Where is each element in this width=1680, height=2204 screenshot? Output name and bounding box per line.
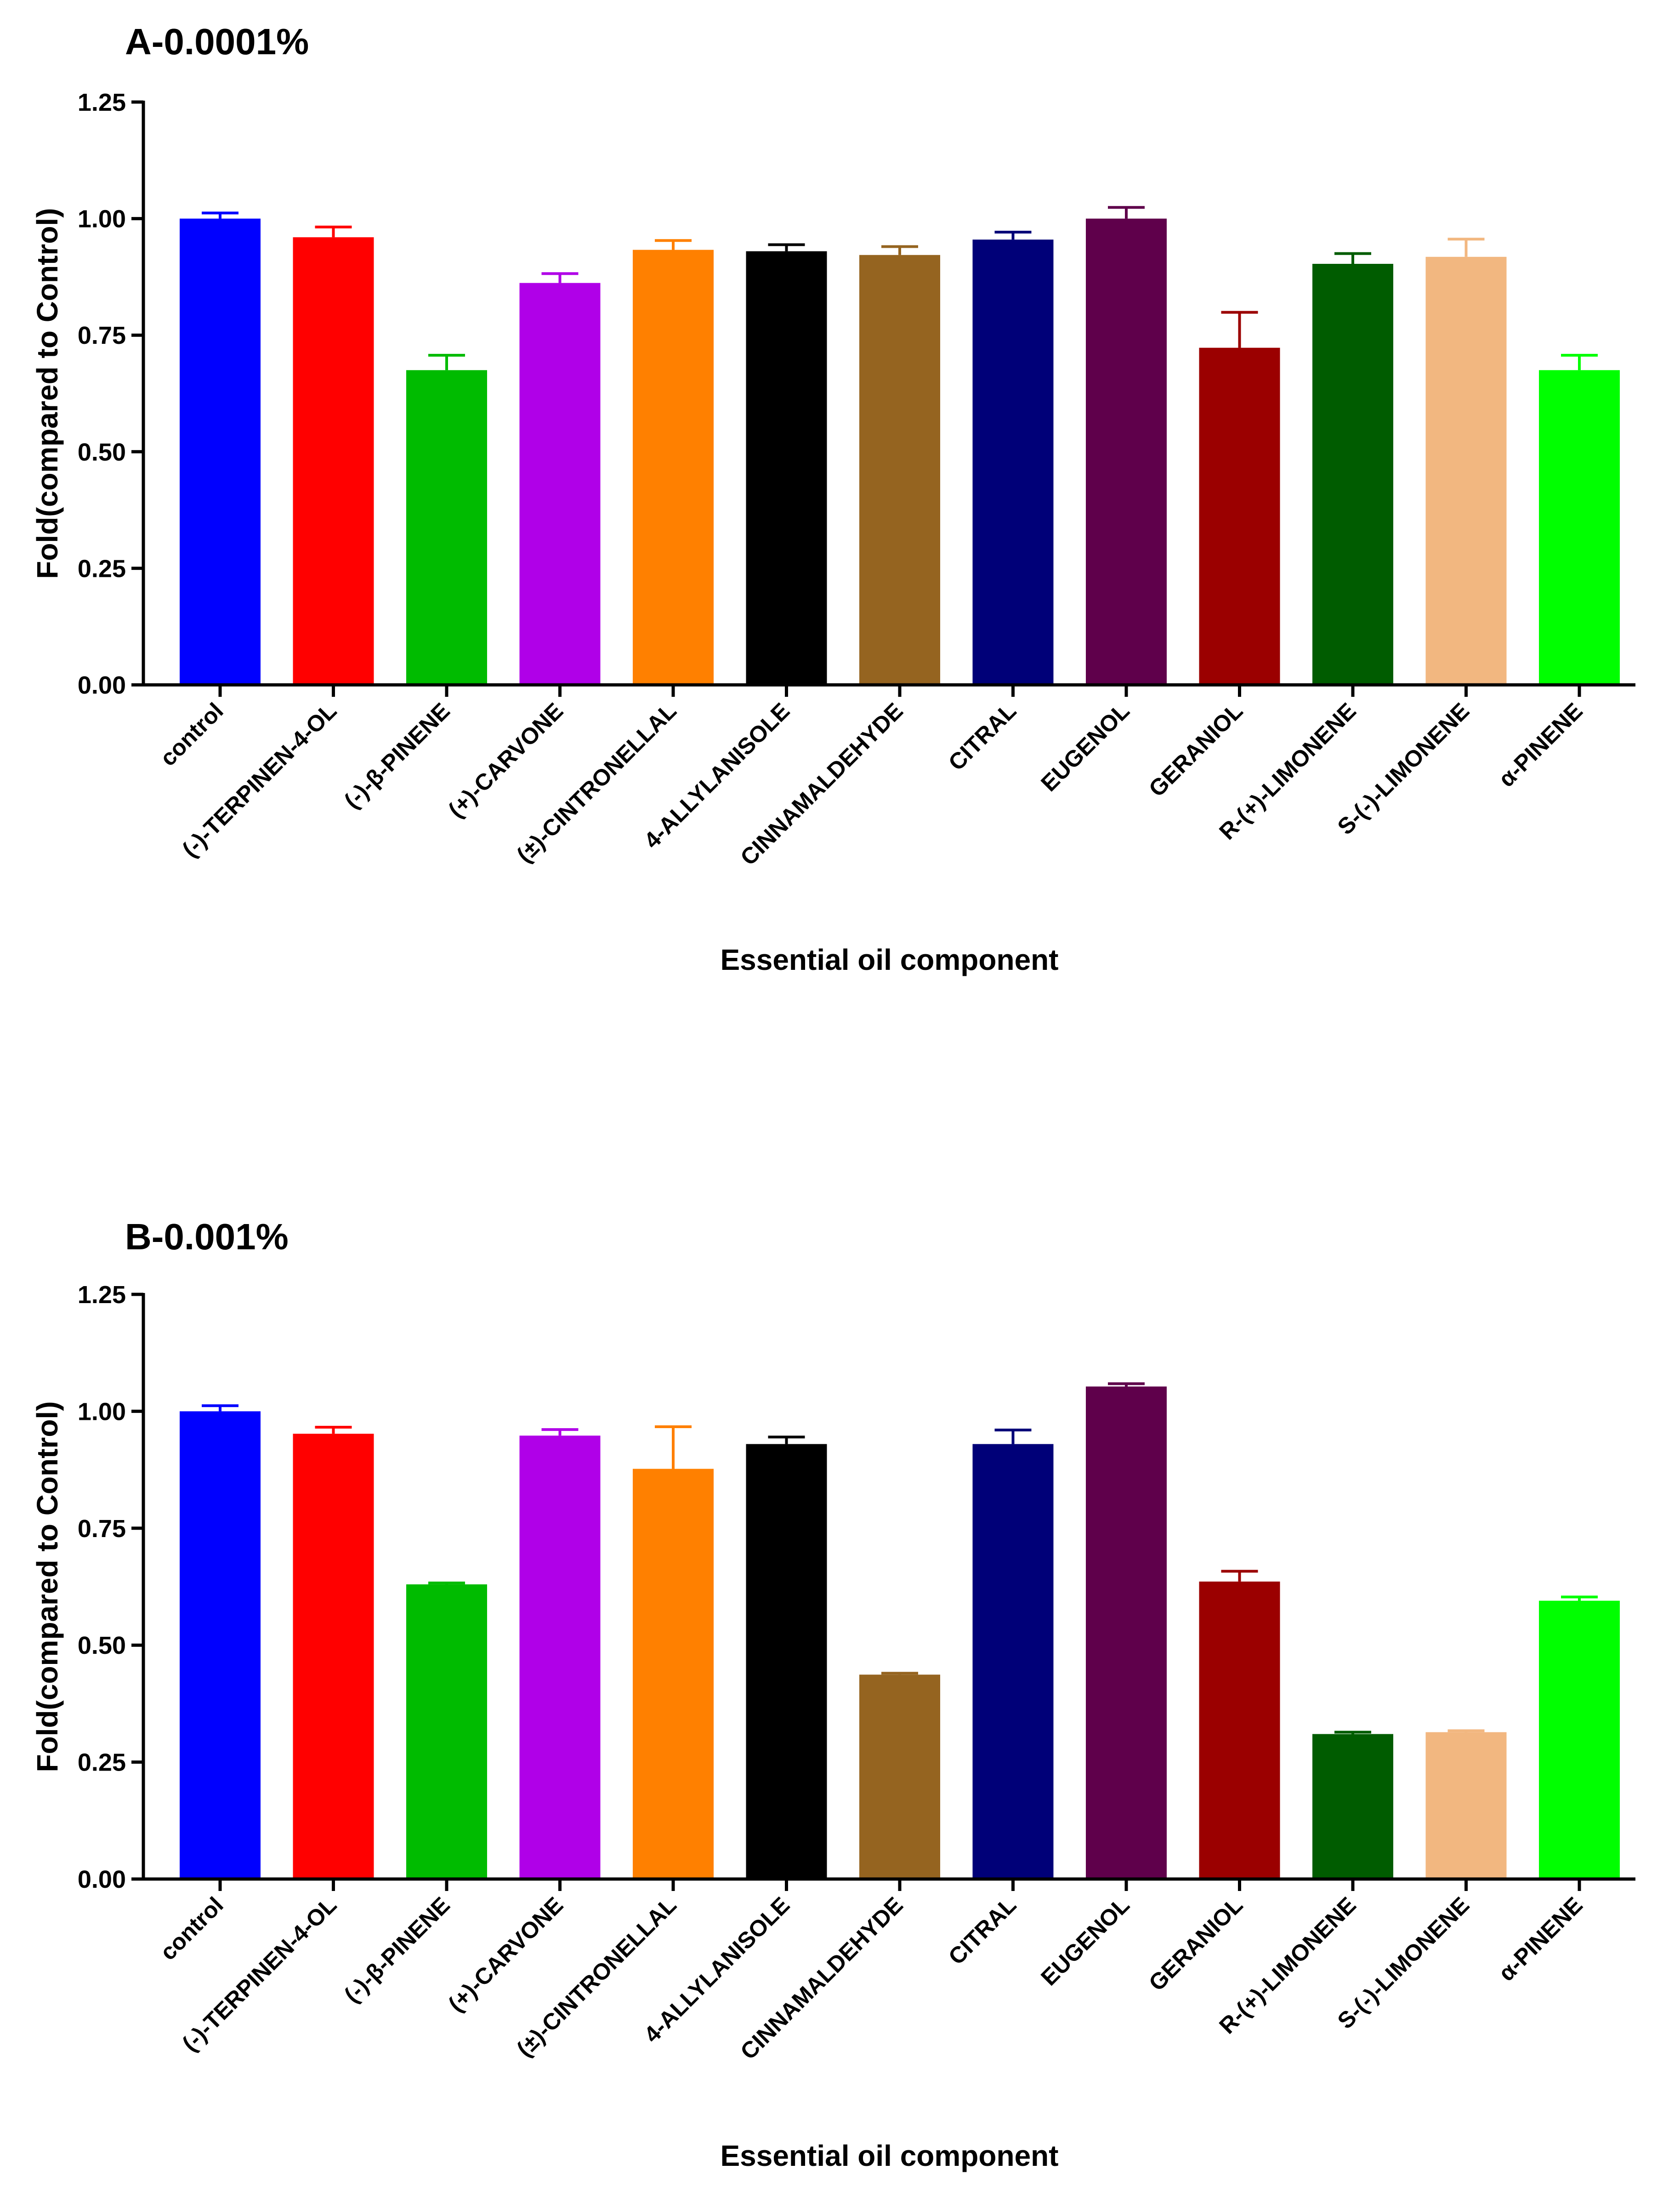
x-tick-label: GERANIOL (1144, 698, 1248, 802)
x-tick-label: control (155, 698, 228, 771)
bar (1425, 1732, 1507, 1879)
x-axis-title: Essential oil component (720, 943, 1058, 976)
y-tick-label: 0.75 (78, 322, 126, 349)
x-axis-title: Essential oil component (720, 2139, 1058, 2172)
y-tick-label: 0.75 (78, 1515, 126, 1543)
y-axis-title: Fold(compared to Control) (31, 208, 64, 579)
bar (1539, 1600, 1620, 1879)
y-tick-label: 1.00 (78, 205, 126, 233)
bar (859, 1674, 940, 1879)
bar (1312, 263, 1393, 685)
chart-panel-b: B-0.001% 0.00 0.25 0.50 0.75 1.00 1.25 control (… (31, 1216, 1635, 2172)
x-tick-label: CITRAL (943, 698, 1021, 775)
chart-title: B-0.001% (125, 1216, 289, 1257)
bar (1425, 256, 1507, 685)
y-tick-label: 1.00 (78, 1398, 126, 1425)
bar (1086, 218, 1167, 685)
y-tick-label: 0.00 (78, 672, 126, 699)
bar (1086, 1386, 1167, 1879)
bar (293, 237, 374, 685)
x-tick-label: control (155, 1892, 228, 1965)
y-tick-label: 0.50 (78, 439, 126, 466)
bar (1539, 370, 1620, 685)
y-tick-label: 1.25 (78, 89, 126, 116)
bar (406, 1584, 487, 1879)
bar (1199, 1581, 1280, 1879)
y-tick-label: 1.25 (78, 1281, 126, 1309)
x-tick-label: α-PINENE (1493, 1892, 1588, 1986)
x-tick-label: (-)-β-PINENE (339, 1892, 455, 2008)
bar (293, 1434, 374, 1879)
y-tick-label: 0.25 (78, 1749, 126, 1777)
chart-panel-a: A-0.0001% 0.00 0.25 0.50 0.75 1.00 1.25 control… (31, 21, 1635, 976)
bar (972, 239, 1054, 685)
y-axis-title: Fold(compared to Control) (31, 1401, 64, 1772)
bar (746, 251, 827, 685)
bar (406, 370, 487, 685)
x-tick-label: EUGENOL (1036, 1892, 1134, 1990)
bar (519, 283, 601, 685)
bar (972, 1444, 1054, 1879)
x-tick-label: (+)-CARVONE (443, 698, 568, 823)
bar (633, 250, 714, 685)
y-tick-label: 0.00 (78, 1866, 126, 1893)
y-tick-label: 0.50 (78, 1632, 126, 1659)
x-tick-label: α-PINENE (1493, 698, 1588, 792)
bar (519, 1435, 601, 1879)
x-tick-label: CITRAL (943, 1892, 1021, 1970)
bar (746, 1444, 827, 1879)
bar (859, 255, 940, 685)
bar (633, 1469, 714, 1879)
x-tick-label: (+)-CARVONE (443, 1892, 568, 2017)
y-tick-label: 0.25 (78, 555, 126, 582)
bar (1199, 347, 1280, 685)
x-tick-label: (-)-β-PINENE (339, 698, 455, 814)
bar (180, 1411, 261, 1879)
bar (180, 218, 261, 685)
chart-title: A-0.0001% (125, 21, 309, 62)
x-tick-label: GERANIOL (1144, 1892, 1248, 1996)
x-tick-label: EUGENOL (1036, 698, 1134, 796)
bar (1312, 1734, 1393, 1879)
